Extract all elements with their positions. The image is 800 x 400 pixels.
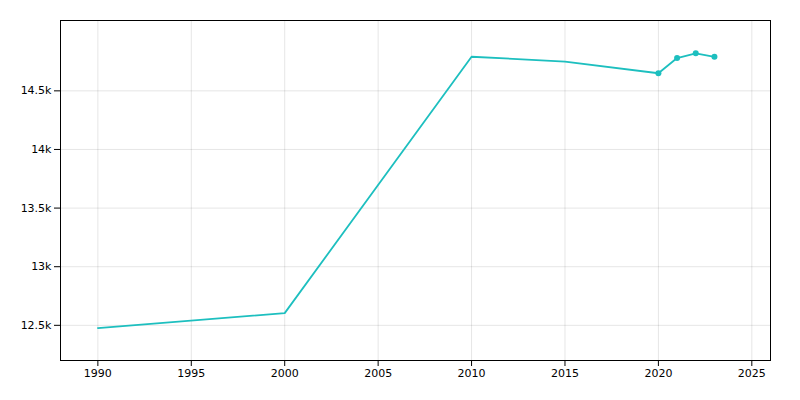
svg-text:2015: 2015 <box>551 367 579 380</box>
svg-text:1995: 1995 <box>177 367 205 380</box>
svg-text:2010: 2010 <box>458 367 486 380</box>
svg-text:2005: 2005 <box>364 367 392 380</box>
svg-text:13k: 13k <box>31 260 52 273</box>
svg-text:2020: 2020 <box>644 367 672 380</box>
svg-text:1990: 1990 <box>84 367 112 380</box>
svg-text:13.5k: 13.5k <box>21 202 52 215</box>
svg-text:2000: 2000 <box>271 367 299 380</box>
svg-text:12.5k: 12.5k <box>21 319 52 332</box>
svg-text:14k: 14k <box>31 143 52 156</box>
svg-text:2025: 2025 <box>738 367 766 380</box>
svg-text:14.5k: 14.5k <box>21 84 52 97</box>
